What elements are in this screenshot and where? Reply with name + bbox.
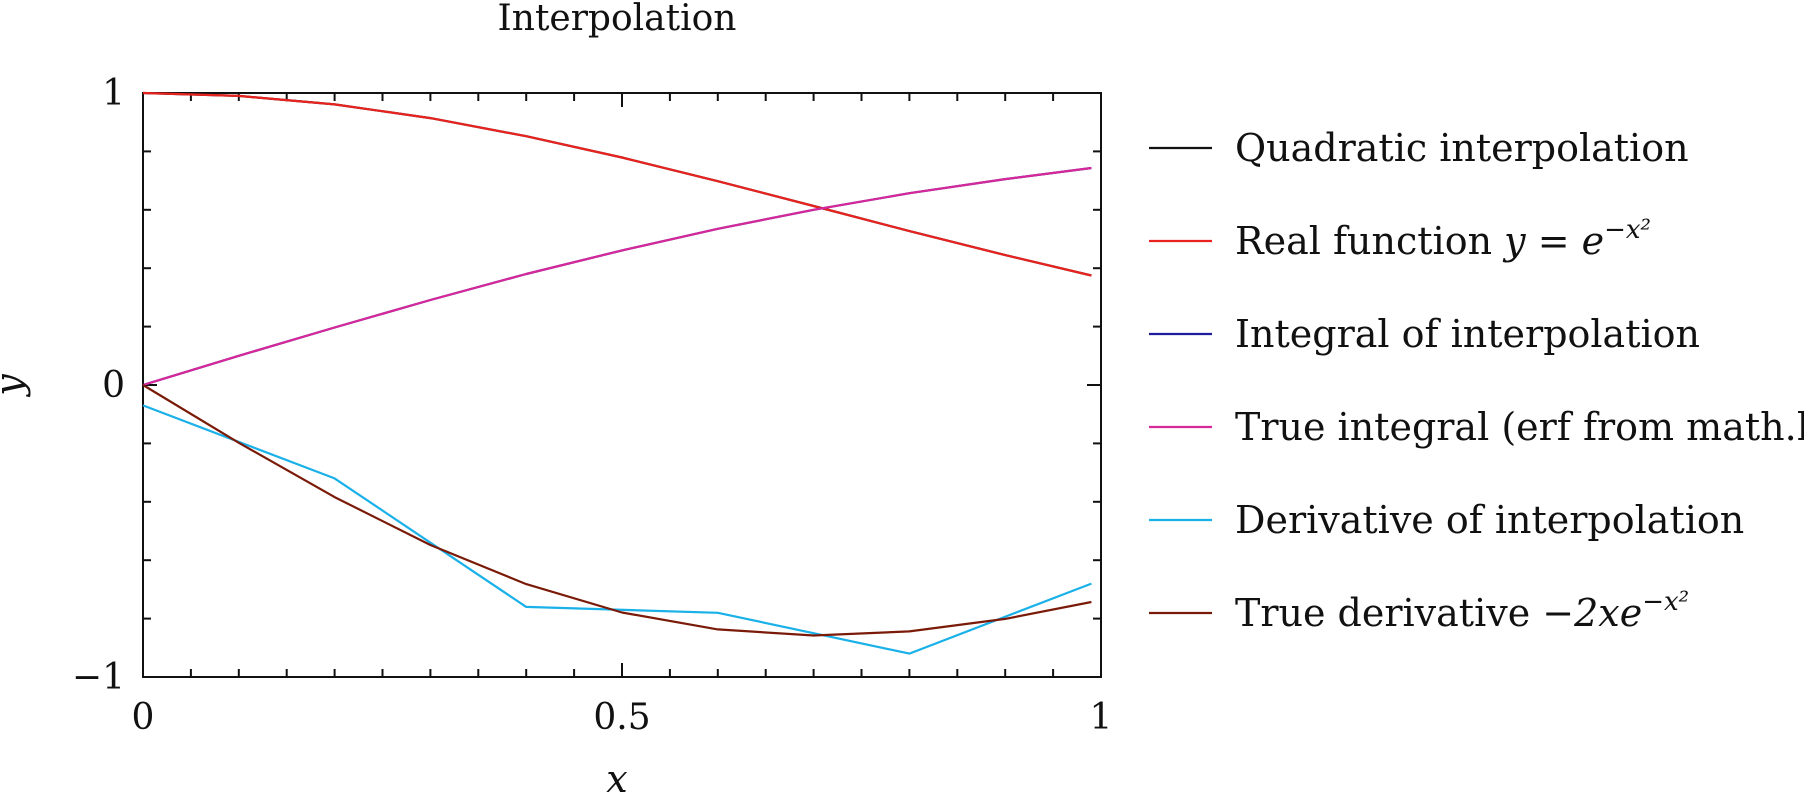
legend-item: True integral (erf from math.h) (1149, 405, 1804, 449)
legend-label: Derivative of interpolation (1235, 498, 1744, 542)
y-tick-label: 1 (102, 73, 125, 114)
legend-text: True derivative (1235, 591, 1542, 635)
legend-text: Integral of interpolation (1235, 312, 1700, 356)
legend-label: True integral (erf from math.h) (1235, 405, 1804, 449)
y-axis-label: y (0, 374, 31, 398)
plot-area: 0 0.5 1−101 (72, 73, 1113, 738)
legend-superscript: −x² (1642, 587, 1689, 617)
series-line-4 (142, 166, 1092, 387)
series-group (142, 91, 1092, 655)
legend-label: Quadratic interpolation (1235, 126, 1689, 170)
y-tick-label: −1 (72, 657, 125, 698)
legend-label: True derivative −2xe−x² (1235, 587, 1689, 635)
legend-item: Quadratic interpolation (1149, 126, 1689, 170)
series-line-6 (142, 384, 1092, 637)
tick-labels: 0 0.5 1−101 (72, 73, 1113, 738)
x-tick-label: 1 (1090, 697, 1113, 738)
legend-item: Integral of interpolation (1149, 312, 1700, 356)
legend-math: y = e (1502, 219, 1604, 263)
legend-superscript: −x² (1604, 215, 1651, 245)
legend-item: True derivative −2xe−x² (1149, 587, 1689, 635)
x-axis-label: x (606, 757, 627, 801)
series-line-2 (142, 91, 1092, 277)
x-tick-label: 0 (132, 697, 155, 738)
legend-text: Real function (1235, 219, 1504, 263)
chart-title: Interpolation (498, 0, 737, 39)
legend-item: Real function y = e−x² (1149, 215, 1651, 263)
plot-frame (142, 92, 1102, 678)
legend-math: −2xe (1542, 591, 1642, 635)
series-line-5 (142, 404, 1092, 655)
legend-item: Derivative of interpolation (1149, 498, 1744, 542)
y-tick-label: 0 (102, 365, 125, 406)
series-line-3 (142, 166, 1092, 387)
axis-ticks (142, 92, 1102, 678)
legend: Quadratic interpolation Real function y =… (1149, 126, 1804, 635)
legend-label: Real function y = e−x² (1235, 215, 1651, 263)
legend-text: True integral (erf from math.h) (1235, 405, 1804, 449)
legend-text: Quadratic interpolation (1235, 126, 1689, 170)
series-line-1 (142, 91, 1092, 277)
legend-text: Derivative of interpolation (1235, 498, 1744, 542)
legend-label: Integral of interpolation (1235, 312, 1700, 356)
x-tick-label: 0.5 (593, 697, 650, 738)
